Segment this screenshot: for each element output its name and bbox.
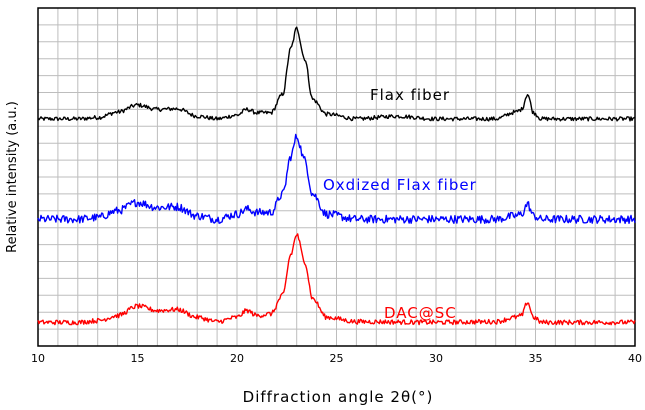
series-label-oxdized-flax-fiber: Oxdized Flax fiber <box>323 176 477 194</box>
x-tick-label: 30 <box>429 352 443 365</box>
x-tick-labels: 10 15 20 25 30 35 40 <box>31 352 642 365</box>
series-layer <box>37 26 636 326</box>
series-label-dac-sc: DAC@SC <box>384 304 457 322</box>
x-tick-label: 40 <box>628 352 642 365</box>
x-tick-label: 25 <box>330 352 344 365</box>
x-tick-label: 20 <box>230 352 244 365</box>
plot-frame <box>37 7 636 347</box>
x-tick-label: 35 <box>529 352 543 365</box>
x-axis-title: Diffraction angle 2θ(°) <box>243 388 434 406</box>
y-axis-title: Relative intensity (a.u.) <box>5 101 20 253</box>
series-line-dac-sc <box>37 233 636 326</box>
series-line-flax-fiber <box>37 26 636 122</box>
x-tick-label: 15 <box>131 352 145 365</box>
x-tick-label: 10 <box>31 352 45 365</box>
series-line-oxdized-flax-fiber <box>37 133 636 224</box>
series-label-flax-fiber: Flax fiber <box>370 86 450 104</box>
grid <box>37 8 636 346</box>
